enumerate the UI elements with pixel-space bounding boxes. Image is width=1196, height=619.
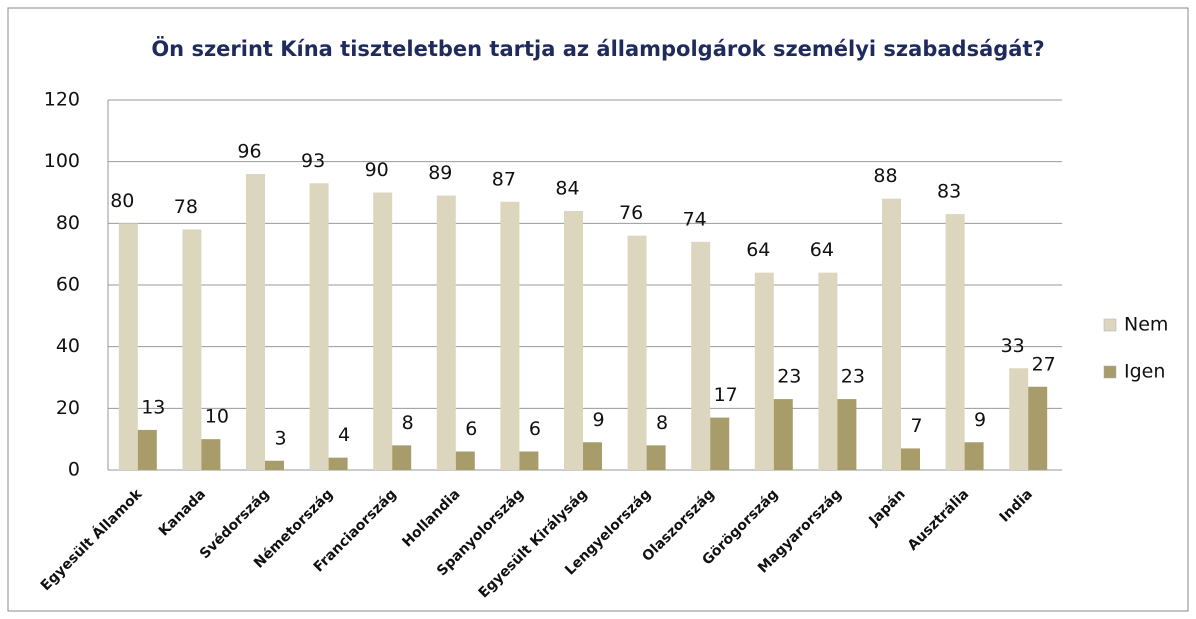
y-tick-label: 0 [68, 459, 80, 481]
data-label: 93 [301, 150, 325, 172]
data-label: 84 [555, 178, 579, 200]
data-label: 7 [910, 415, 922, 437]
bar [691, 241, 711, 470]
data-label: 64 [810, 239, 834, 261]
bar [710, 417, 730, 470]
y-tick-label: 20 [56, 397, 80, 419]
bar [837, 399, 857, 470]
data-label: 8 [402, 412, 414, 434]
chart-border [7, 7, 1189, 612]
data-label: 64 [746, 239, 770, 261]
bar [1009, 368, 1029, 470]
bar [754, 272, 774, 470]
legend-label: Nem [1124, 314, 1168, 336]
bar [500, 201, 520, 470]
bar [309, 183, 329, 470]
x-tick-label: Ausztrália [905, 486, 972, 553]
bar [564, 211, 583, 470]
bar [137, 429, 157, 470]
x-tick-label: Hollandia [399, 486, 463, 550]
bar [265, 460, 284, 470]
bar [583, 442, 602, 470]
bar [118, 223, 138, 470]
bar [246, 174, 265, 470]
y-tick-label: 120 [44, 89, 80, 111]
data-label: 9 [592, 409, 604, 431]
bar [328, 457, 348, 470]
bar [818, 272, 838, 470]
data-label: 9 [974, 409, 986, 431]
bar [436, 195, 456, 471]
bar [773, 399, 793, 470]
data-label: 23 [777, 366, 801, 388]
data-label: 88 [873, 165, 897, 187]
bar [519, 451, 539, 470]
bar [392, 445, 412, 470]
data-label: 78 [174, 196, 198, 218]
bar [182, 229, 202, 470]
data-label: 76 [619, 202, 643, 224]
y-tick-label: 60 [56, 274, 80, 296]
y-tick-label: 40 [56, 335, 80, 357]
bar [201, 439, 221, 470]
x-tick-label: Egyesült Államok [37, 485, 146, 594]
data-label: 4 [338, 424, 350, 446]
data-label: 13 [141, 396, 165, 418]
bar [882, 198, 901, 470]
legend-label: Igen [1124, 361, 1165, 383]
x-tick-label: Egyesült Királyság [476, 486, 591, 601]
bar [646, 445, 666, 470]
bar [373, 192, 393, 470]
data-label: 89 [428, 162, 452, 184]
data-label: 87 [492, 168, 516, 190]
legend-swatch [1103, 365, 1117, 379]
data-label: 27 [1032, 353, 1056, 375]
x-tick-label: Kanada [156, 486, 209, 539]
data-label: 6 [529, 418, 541, 440]
data-label: 33 [1001, 335, 1025, 357]
legend-swatch [1103, 318, 1117, 332]
bar [627, 235, 647, 470]
bar [1028, 386, 1048, 470]
data-label: 90 [365, 159, 389, 181]
data-label: 80 [110, 190, 134, 212]
x-tick-label: Japán [865, 486, 908, 529]
data-label: 23 [841, 366, 865, 388]
data-label: 3 [274, 427, 286, 449]
data-label: 10 [205, 406, 229, 428]
bar [945, 214, 965, 470]
bar [901, 448, 920, 470]
x-tick-label: India [997, 486, 1036, 525]
data-label: 96 [237, 141, 261, 163]
chart-title: Ön szerint Kína tiszteletben tartja az á… [151, 36, 1044, 61]
bar [455, 451, 475, 470]
y-tick-label: 100 [44, 150, 80, 172]
data-label: 17 [714, 384, 738, 406]
data-label: 8 [656, 412, 668, 434]
data-label: 83 [937, 181, 961, 203]
data-label: 74 [683, 208, 707, 230]
bar [964, 442, 984, 470]
y-tick-label: 80 [56, 212, 80, 234]
data-label: 6 [465, 418, 477, 440]
